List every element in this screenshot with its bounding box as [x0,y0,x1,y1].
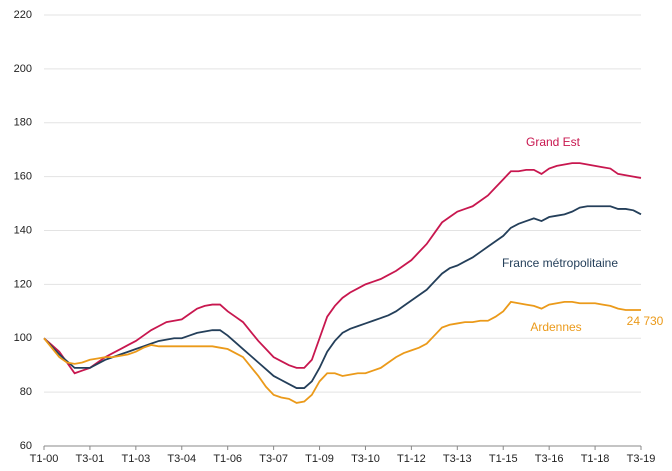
x-tick-label: T3-07 [259,453,288,465]
y-tick-label: 160 [14,171,32,183]
series-label: Grand Est [526,135,581,149]
y-tick-label: 180 [14,117,32,129]
y-tick-label: 100 [14,332,32,344]
y-tick-label: 120 [14,278,32,290]
annotation: 24 730 [627,314,664,328]
series-label: France métropolitaine [502,256,618,270]
x-tick-label: T3-13 [443,453,472,465]
series-label: Ardennes [530,320,581,334]
series-line [43,205,642,389]
x-tick-label: T3-19 [627,453,656,465]
y-tick-label: 200 [14,63,32,75]
x-tick-label: T1-03 [121,453,150,465]
y-tick-label: 140 [14,224,32,236]
x-tick-label: T1-15 [489,453,518,465]
x-tick-label: T1-12 [397,453,426,465]
x-tick-label: T3-16 [535,453,564,465]
y-tick-label: 80 [20,386,32,398]
y-tick-label: 60 [20,440,32,452]
x-tick-label: T3-10 [351,453,380,465]
series-line [43,162,642,375]
x-tick-label: T3-04 [167,453,196,465]
x-tick-label: T1-00 [30,453,59,465]
x-tick-label: T1-09 [305,453,334,465]
y-tick-label: 220 [14,9,32,21]
x-tick-label: T3-01 [76,453,105,465]
x-tick-label: T1-18 [581,453,610,465]
x-tick-label: T1-06 [213,453,242,465]
series-line [43,300,641,404]
